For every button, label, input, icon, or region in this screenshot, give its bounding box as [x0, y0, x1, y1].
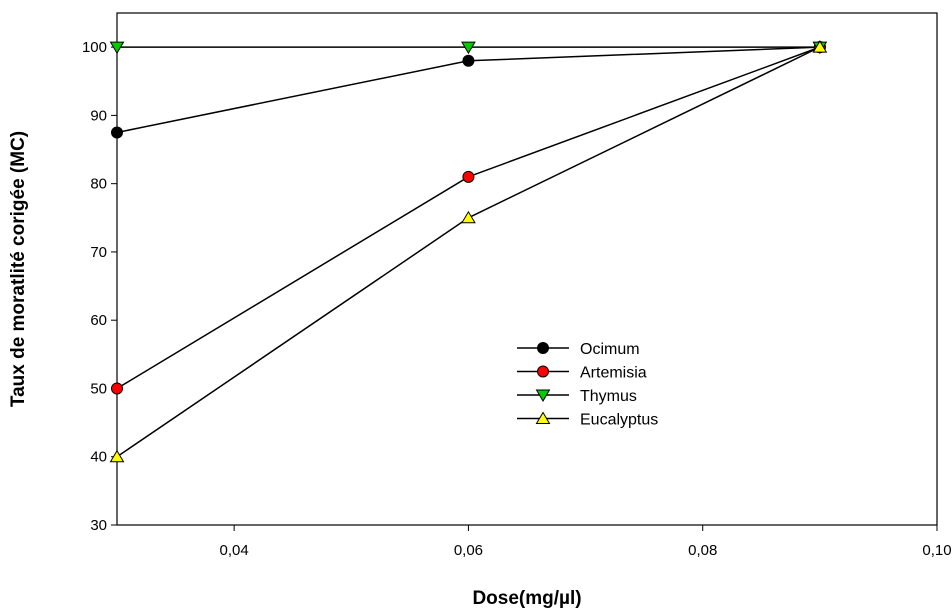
y-tick-label: 30	[90, 517, 107, 534]
y-tick-label: 40	[90, 449, 107, 466]
x-axis-title: Dose(mg/µl)	[472, 588, 581, 609]
legend-item-eucalyptus: Eucalyptus	[517, 412, 658, 429]
legend-marker	[535, 389, 551, 402]
legend-marker	[537, 365, 549, 378]
data-point-ocimum	[111, 126, 123, 139]
legend-label: Ocimum	[580, 341, 640, 358]
legend-marker	[537, 342, 549, 354]
data-point-eucalyptus	[812, 40, 828, 53]
data-point-ocimum	[462, 54, 475, 67]
x-tick-label: 0,10	[922, 542, 951, 559]
legend-item-thymus: Thymus	[517, 388, 637, 405]
x-tick-label: 0,08	[688, 542, 717, 559]
y-axis: 30 40 50 60 70 80 90 100	[82, 39, 117, 534]
y-tick-label: 50	[90, 380, 107, 397]
data-point-eucalyptus	[109, 449, 125, 463]
data-point-eucalyptus	[461, 210, 476, 224]
legend: Ocimum Artemisia Thymus Eucalyptus	[517, 341, 658, 429]
y-tick-label: 70	[90, 244, 107, 261]
y-axis-title: Taux de moratlité corigée (MC)	[8, 131, 29, 407]
y-tick-label: 100	[82, 39, 107, 56]
legend-item-artemisia: Artemisia	[517, 365, 647, 382]
legend-item-ocimum: Ocimum	[517, 341, 640, 358]
y-tick-label: 80	[90, 176, 107, 193]
x-tick-label: 0,06	[454, 542, 483, 559]
x-axis: 0,04 0,06 0,08 0,10	[220, 525, 952, 559]
y-tick-label: 90	[90, 107, 107, 124]
legend-label: Eucalyptus	[580, 412, 658, 429]
legend-marker	[535, 411, 551, 424]
plot-area	[116, 12, 938, 526]
legend-label: Artemisia	[580, 365, 647, 382]
x-tick-label: 0,04	[220, 542, 249, 559]
data-point-artemisia	[111, 382, 123, 395]
data-point-artemisia	[462, 170, 475, 183]
series-line-eucalyptus	[116, 46, 821, 458]
y-tick-label: 60	[90, 312, 107, 329]
series-layer	[109, 40, 828, 463]
legend-label: Thymus	[580, 388, 637, 405]
data-point-thymus	[109, 41, 125, 55]
data-point-thymus	[461, 41, 476, 55]
series-markers	[109, 40, 828, 463]
series-lines	[116, 46, 821, 458]
